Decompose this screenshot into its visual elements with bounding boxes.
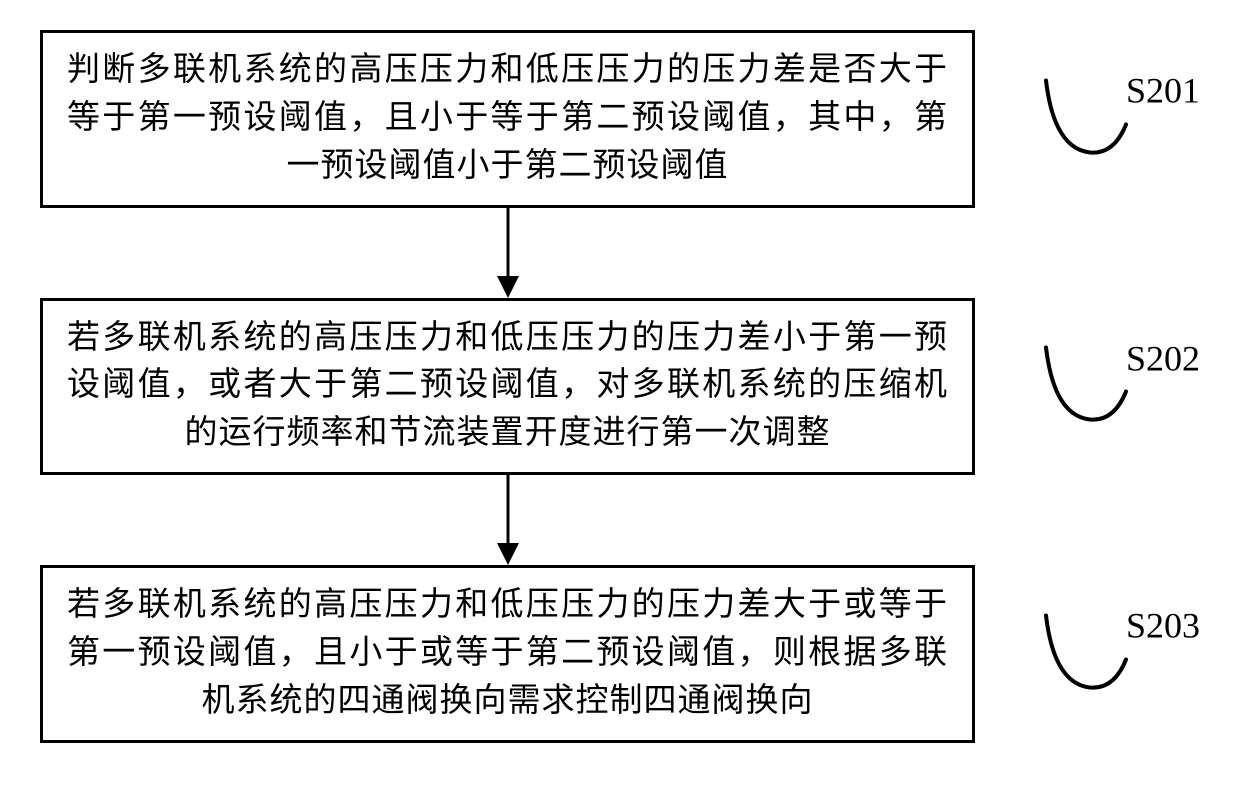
step-label-group: S201 [1040,76,1200,161]
step-box: 判断多联机系统的高压压力和低压压力的压力差是否大于等于第一预设阈值，且小于等于第… [40,30,975,208]
step-box: 若多联机系统的高压压力和低压压力的压力差大于或等于第一预设阈值，且小于或等于第二… [40,565,975,743]
flowchart-step: 若多联机系统的高压压力和低压压力的压力差小于第一预设阈值，或者大于第二预设阈值，… [40,298,1200,476]
flowchart-step: 若多联机系统的高压压力和低压压力的压力差大于或等于第一预设阈值，且小于或等于第二… [40,565,1200,743]
connector-curve-icon [1040,611,1130,696]
arrow-down-icon [488,208,528,298]
step-label-group: S202 [1040,344,1200,429]
flowchart-arrow [40,475,975,565]
connector-curve-icon [1040,76,1130,161]
flowchart-step: 判断多联机系统的高压压力和低压压力的压力差是否大于等于第一预设阈值，且小于等于第… [40,30,1200,208]
step-text: 若多联机系统的高压压力和低压压力的压力差小于第一预设阈值，或者大于第二预设阈值，… [67,315,948,459]
step-text: 判断多联机系统的高压压力和低压压力的压力差是否大于等于第一预设阈值，且小于等于第… [67,47,948,191]
step-box: 若多联机系统的高压压力和低压压力的压力差小于第一预设阈值，或者大于第二预设阈值，… [40,298,975,476]
step-id-label: S202 [1126,337,1200,379]
flowchart-container: 判断多联机系统的高压压力和低压压力的压力差是否大于等于第一预设阈值，且小于等于第… [40,30,1200,743]
arrow-down-icon [488,475,528,565]
flowchart-arrow [40,208,975,298]
step-id-label: S203 [1126,605,1200,647]
connector-curve-icon [1040,344,1130,429]
step-text: 若多联机系统的高压压力和低压压力的压力差大于或等于第一预设阈值，且小于或等于第二… [67,582,948,726]
step-label-group: S203 [1040,611,1200,696]
step-id-label: S201 [1126,70,1200,112]
